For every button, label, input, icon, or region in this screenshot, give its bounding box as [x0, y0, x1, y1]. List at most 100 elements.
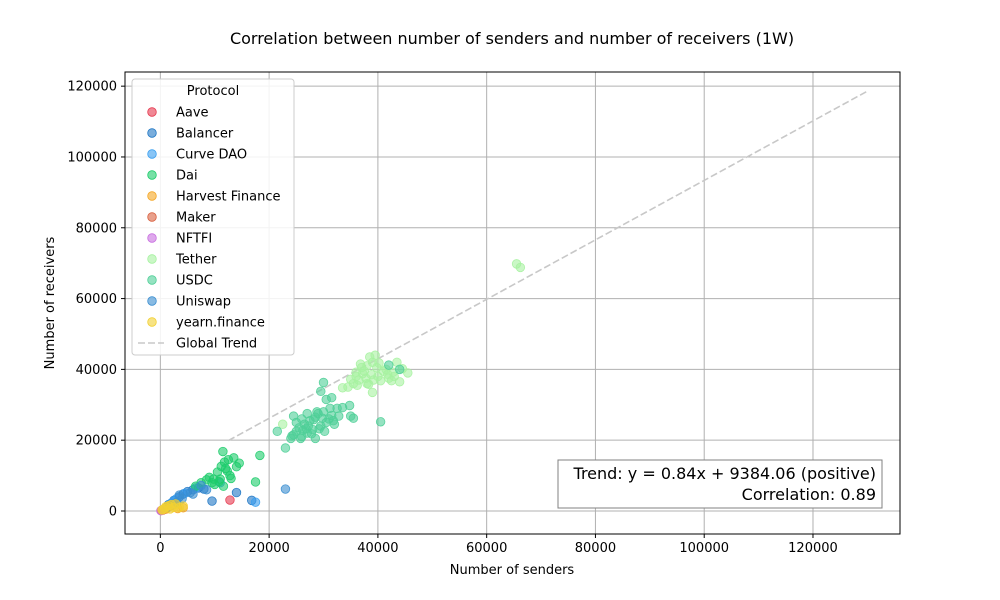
data-point-uniswap: [188, 489, 198, 499]
data-point-usdc: [316, 386, 326, 397]
trend-line: [227, 90, 868, 442]
data-point-dai: [208, 474, 219, 484]
y-tick-label: 20000: [76, 434, 117, 449]
data-point-dai: [226, 473, 236, 484]
data-point-yearn-finance: [178, 501, 188, 511]
data-point-balancer: [207, 496, 217, 506]
legend-marker-curve-dao: [147, 149, 157, 159]
legend-marker-dai: [147, 170, 157, 180]
axis-ticks: 0 20000 40000 60000 80000 100000 120000 0 20000 4…: [67, 80, 837, 556]
data-point-usdc: [318, 377, 329, 388]
legend-label-usdc: USDC: [176, 274, 213, 289]
legend-box: [131, 78, 295, 356]
data-point-usdc: [384, 360, 394, 370]
data-point-dai: [250, 477, 261, 487]
plot-frame: [124, 71, 901, 535]
y-axis-label: Number of receivers: [43, 236, 58, 369]
x-tick-label: 40000: [357, 541, 398, 556]
series-tether: [278, 259, 526, 429]
data-point-curve-dao: [250, 497, 261, 507]
data-point-usdc: [326, 393, 337, 403]
data-point-tether: [374, 358, 384, 368]
y-tick-label: 60000: [76, 292, 117, 307]
data-point-tether: [515, 262, 526, 273]
data-point-tether: [355, 359, 366, 369]
data-point-tether: [365, 352, 375, 362]
data-point-usdc: [317, 413, 328, 423]
data-point-tether: [346, 374, 356, 384]
data-point-tether: [337, 383, 348, 393]
legend-marker-yearn-finance: [147, 317, 157, 327]
legend-label-nftfi: NFTFI: [176, 232, 212, 247]
data-point-dai: [255, 450, 265, 461]
data-point-dai: [219, 457, 230, 467]
data-point-tether: [351, 367, 361, 377]
data-point-usdc: [319, 426, 330, 437]
data-point-uniswap: [196, 480, 206, 491]
y-tick-label: 80000: [76, 221, 117, 236]
y-tick-label: 40000: [76, 363, 117, 378]
y-tick-label: 120000: [67, 80, 117, 95]
data-point-aave: [225, 495, 235, 505]
series-usdc: [272, 360, 405, 453]
legend: Protocol Aave Balancer Curve DAO Dai Harvest …: [131, 78, 295, 356]
data-point-dai: [231, 462, 242, 472]
legend-label-yearn-finance: yearn.finance: [176, 316, 265, 331]
data-point-usdc: [272, 426, 282, 437]
data-points: [156, 259, 526, 516]
legend-title: Protocol: [187, 84, 239, 99]
trend-correlation: Correlation: 0.89: [742, 485, 876, 504]
x-tick-label: 80000: [575, 541, 616, 556]
data-point-usdc: [280, 443, 291, 453]
data-point-balancer: [231, 487, 242, 498]
data-point-usdc: [325, 403, 335, 414]
legend-marker-tether: [147, 254, 157, 264]
chart-title: Correlation between number of senders an…: [230, 29, 794, 48]
data-point-usdc: [394, 364, 405, 375]
x-tick-label: 120000: [788, 541, 838, 556]
x-tick-label: 100000: [679, 541, 729, 556]
series-yearn-finance: [157, 499, 188, 515]
x-tick-label: 60000: [466, 541, 507, 556]
data-point-usdc: [288, 411, 299, 421]
data-point-usdc: [287, 431, 297, 441]
legend-label-aave: Aave: [176, 106, 209, 121]
legend-label-maker: Maker: [176, 211, 216, 226]
x-tick-label: 0: [156, 541, 164, 556]
data-point-usdc: [295, 433, 306, 444]
data-point-dai: [218, 446, 228, 457]
data-point-usdc: [302, 408, 312, 419]
x-tick-label: 20000: [248, 541, 289, 556]
y-tick-label: 0: [109, 504, 117, 519]
legend-marker-balancer: [147, 128, 157, 138]
data-point-usdc: [348, 413, 359, 423]
data-point-usdc: [301, 424, 311, 434]
legend-label-curve-dao: Curve DAO: [176, 148, 247, 163]
data-point-tether: [394, 377, 405, 387]
data-point-usdc: [375, 417, 386, 427]
data-point-usdc: [312, 407, 322, 417]
data-point-tether: [367, 387, 378, 398]
data-point-usdc: [309, 414, 319, 425]
legend-marker-nftfi: [147, 233, 157, 243]
data-point-tether: [368, 375, 379, 385]
data-point-usdc: [344, 400, 355, 411]
series-dai: [191, 446, 265, 491]
trend-annotation: Trend: y = 0.84x + 9384.06 (positive) Co…: [557, 459, 883, 509]
data-point-usdc: [334, 411, 344, 421]
legend-marker-harvest-finance: [147, 191, 157, 201]
data-point-tether: [278, 419, 288, 429]
data-point-yearn-finance: [169, 502, 179, 513]
legend-label-uniswap: Uniswap: [176, 295, 231, 310]
y-tick-label: 100000: [67, 150, 117, 165]
trend-equation: Trend: y = 0.84x + 9384.06 (positive): [573, 464, 876, 483]
global-trend-line: [227, 90, 868, 442]
data-point-tether: [352, 380, 362, 391]
legend-label-global-trend: Global Trend: [176, 337, 257, 352]
legend-label-harvest-finance: Harvest Finance: [176, 190, 281, 205]
legend-marker-aave: [147, 107, 157, 117]
legend-marker-usdc: [147, 275, 157, 285]
legend-marker-uniswap: [147, 296, 157, 306]
data-point-uniswap: [280, 484, 291, 494]
